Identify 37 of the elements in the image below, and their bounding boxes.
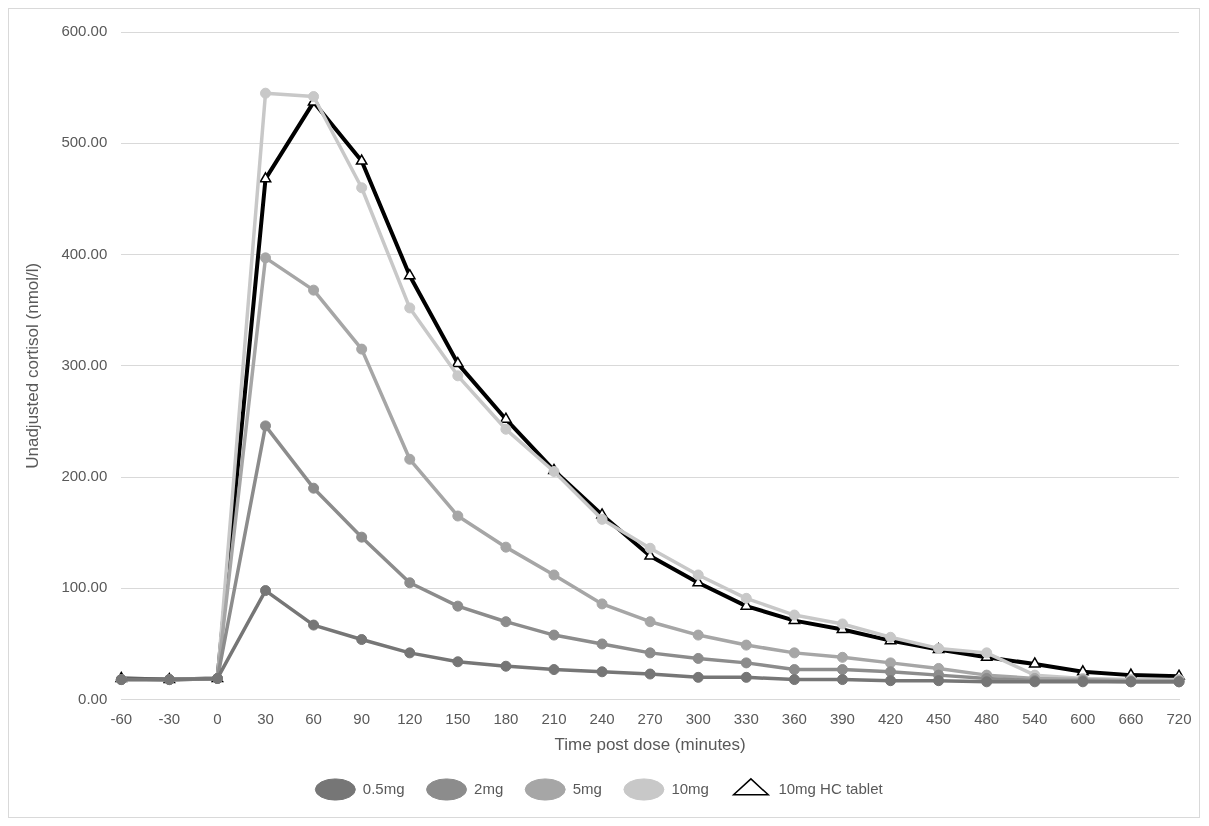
y-axis-title: Unadjusted cortisol (nmol/l) [22, 262, 42, 469]
x-axis-title: Time post dose (minutes) [554, 735, 746, 755]
x-tick-label: 30 [257, 709, 274, 727]
x-tick-label: 90 [353, 709, 371, 727]
y-tick-label: 500.00 [61, 133, 108, 151]
y-tick-label: 600.00 [61, 22, 108, 40]
x-tick-label: 270 [637, 709, 663, 727]
x-tick-label: 0 [213, 709, 222, 727]
y-tick-label: 0.00 [78, 689, 108, 707]
x-tick-label: 390 [829, 709, 855, 727]
x-tick-label: 60 [305, 709, 322, 727]
legend-label: 5mg [572, 779, 602, 797]
legend-label: 10mg HC tablet [778, 779, 884, 797]
x-tick-label: 180 [493, 709, 519, 727]
x-tick-label: 600 [1070, 709, 1096, 727]
legend-label: 10mg [671, 779, 709, 797]
x-tick-label: 720 [1166, 709, 1192, 727]
y-tick-label: 100.00 [61, 578, 108, 596]
x-tick-label: 150 [445, 709, 471, 727]
y-tick-label: 200.00 [61, 467, 108, 485]
x-tick-label: 240 [589, 709, 615, 727]
x-tick-label: -60 [110, 709, 133, 727]
y-tick-label: 300.00 [61, 355, 108, 373]
legend-label: 2mg [474, 779, 504, 797]
x-tick-label: 420 [878, 709, 904, 727]
legend-label: 0.5mg [362, 779, 405, 797]
x-tick-label: 120 [397, 709, 423, 727]
y-tick-label: 400.00 [61, 244, 108, 262]
x-tick-label: 210 [541, 709, 567, 727]
x-tick-label: 660 [1118, 709, 1144, 727]
x-tick-label: 480 [974, 709, 1000, 727]
x-tick-label: 330 [733, 709, 759, 727]
x-tick-label: -30 [158, 709, 181, 727]
x-tick-label: 300 [685, 709, 711, 727]
x-tick-label: 450 [926, 709, 952, 727]
x-tick-label: 360 [781, 709, 807, 727]
x-tick-label: 540 [1022, 709, 1048, 727]
